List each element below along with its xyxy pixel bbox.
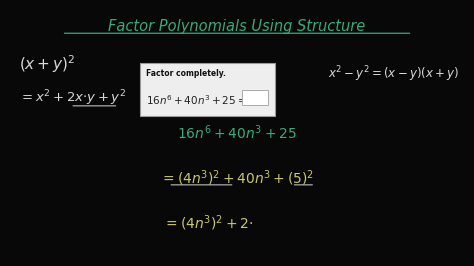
Text: $x^2-y^2=(x-y)(x+y)$: $x^2-y^2=(x-y)(x+y)$ bbox=[328, 65, 460, 84]
Text: Factor completely.: Factor completely. bbox=[146, 69, 226, 78]
Text: $16n^6+40n^3+25$: $16n^6+40n^3+25$ bbox=[177, 124, 297, 142]
Text: $= (4n^3)^2 + 2{\cdot}$: $= (4n^3)^2 + 2{\cdot}$ bbox=[164, 214, 254, 233]
Text: $= (4n^3)^2+40n^3+(5)^2$: $= (4n^3)^2+40n^3+(5)^2$ bbox=[160, 168, 314, 188]
Text: $(x+y)^2$: $(x+y)^2$ bbox=[19, 53, 75, 75]
Bar bbox=[242, 90, 268, 105]
Text: $16n^6+40n^3+25=$: $16n^6+40n^3+25=$ bbox=[146, 93, 246, 107]
FancyBboxPatch shape bbox=[140, 63, 275, 116]
Text: $= x^2+2x{\cdot}y+y^2$: $= x^2+2x{\cdot}y+y^2$ bbox=[19, 89, 126, 108]
Text: Factor Polynomials Using Structure: Factor Polynomials Using Structure bbox=[109, 19, 365, 34]
